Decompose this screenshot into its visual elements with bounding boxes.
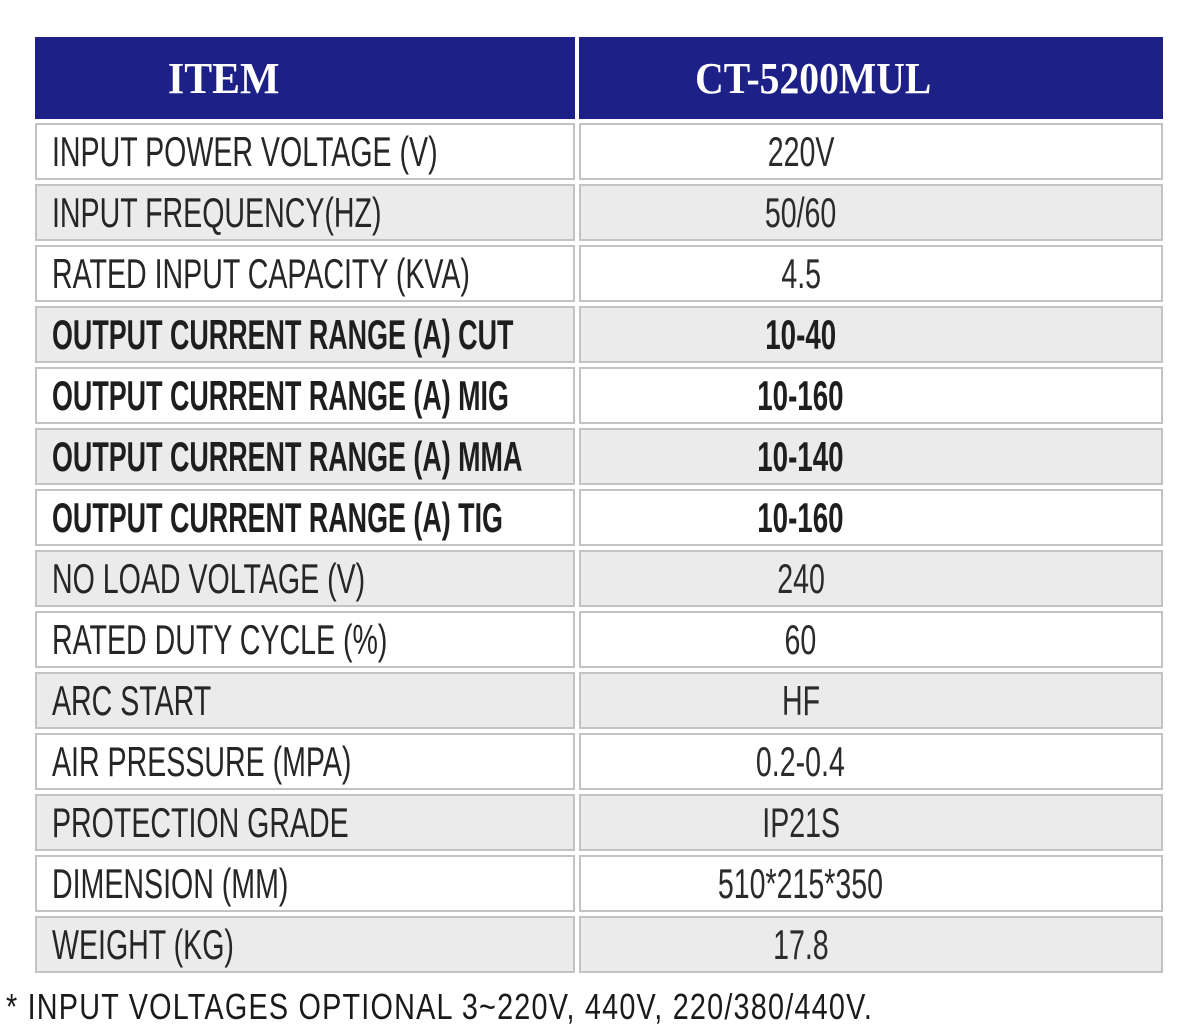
spec-value: 60 — [784, 615, 817, 663]
spec-value-cell: 60 — [578, 611, 1163, 668]
spec-label: RATED DUTY CYCLE (%) — [52, 615, 388, 663]
spec-value-cell: 10-140 — [578, 428, 1163, 485]
spec-value: 10-40 — [765, 310, 837, 358]
spec-label-cell: PROTECTION GRADE — [35, 794, 575, 851]
spec-label: OUTPUT CURRENT RANGE (A) MMA — [52, 432, 523, 480]
header-model-label: CT-5200MUL — [694, 53, 931, 103]
spec-label-cell: ARC START — [35, 672, 575, 729]
spec-value-cell: IP21S — [578, 794, 1163, 851]
spec-label: PROTECTION GRADE — [52, 798, 349, 846]
spec-label-cell: WEIGHT (KG) — [35, 916, 575, 973]
spec-label-cell: AIR PRESSURE (MPA) — [35, 733, 575, 790]
spec-label-cell: RATED INPUT CAPACITY (KVA) — [35, 245, 575, 302]
header-cell-item: ITEM — [35, 37, 575, 119]
spec-value: 50/60 — [765, 188, 837, 236]
table-row: RATED DUTY CYCLE (%) 60 — [35, 611, 1163, 668]
spec-label: INPUT POWER VOLTAGE (V) — [52, 127, 438, 175]
spec-label-cell: NO LOAD VOLTAGE (V) — [35, 550, 575, 607]
spec-value: 4.5 — [780, 249, 821, 297]
spec-value: 10-140 — [757, 432, 844, 480]
spec-label-cell: OUTPUT CURRENT RANGE (A) MIG — [35, 367, 575, 424]
spec-value-cell: HF — [578, 672, 1163, 729]
table-row: AIR PRESSURE (MPA) 0.2-0.4 — [35, 733, 1163, 790]
spec-value-cell: 0.2-0.4 — [578, 733, 1163, 790]
spec-value: 10-160 — [757, 493, 844, 541]
spec-label-cell: OUTPUT CURRENT RANGE (A) MMA — [35, 428, 575, 485]
spec-value: 240 — [776, 554, 825, 602]
spec-table-body: INPUT POWER VOLTAGE (V) 220V INPUT FREQU… — [35, 123, 1163, 973]
spec-label: AIR PRESSURE (MPA) — [52, 737, 352, 785]
spec-label-cell: OUTPUT CURRENT RANGE (A) CUT — [35, 306, 575, 363]
spec-label-cell: OUTPUT CURRENT RANGE (A) TIG — [35, 489, 575, 546]
table-row: WEIGHT (KG) 17.8 — [35, 916, 1163, 973]
spec-value-cell: 240 — [578, 550, 1163, 607]
table-row: RATED INPUT CAPACITY (KVA) 4.5 — [35, 245, 1163, 302]
table-row: INPUT POWER VOLTAGE (V) 220V — [35, 123, 1163, 180]
spec-value-cell: 50/60 — [578, 184, 1163, 241]
spec-label-cell: RATED DUTY CYCLE (%) — [35, 611, 575, 668]
table-row: DIMENSION (MM) 510*215*350 — [35, 855, 1163, 912]
spec-label: ARC START — [52, 676, 212, 724]
spec-table: ITEM CT-5200MUL INPUT POWER VOLTAGE (V) … — [31, 33, 1167, 977]
spec-label: OUTPUT CURRENT RANGE (A) MIG — [52, 371, 509, 419]
header-item-label: ITEM — [168, 53, 280, 103]
table-row: INPUT FREQUENCY(HZ) 50/60 — [35, 184, 1163, 241]
spec-value: IP21S — [761, 798, 840, 846]
spec-label: WEIGHT (KG) — [52, 920, 234, 968]
spec-label: NO LOAD VOLTAGE (V) — [52, 554, 366, 602]
footnote-text: * INPUT VOLTAGES OPTIONAL 3~220V, 440V, … — [6, 986, 874, 1027]
spec-label-cell: INPUT FREQUENCY(HZ) — [35, 184, 575, 241]
spec-label-cell: INPUT POWER VOLTAGE (V) — [35, 123, 575, 180]
spec-label: DIMENSION (MM) — [52, 859, 289, 907]
spec-value: HF — [781, 676, 820, 724]
spec-value-cell: 10-160 — [578, 367, 1163, 424]
table-row: NO LOAD VOLTAGE (V) 240 — [35, 550, 1163, 607]
spec-value-cell: 10-160 — [578, 489, 1163, 546]
spec-value: 17.8 — [772, 920, 829, 968]
spec-label: OUTPUT CURRENT RANGE (A) TIG — [52, 493, 503, 541]
spec-value-cell: 10-40 — [578, 306, 1163, 363]
spec-label: RATED INPUT CAPACITY (KVA) — [52, 249, 470, 297]
table-row: OUTPUT CURRENT RANGE (A) CUT 10-40 — [35, 306, 1163, 363]
table-row: OUTPUT CURRENT RANGE (A) MIG 10-160 — [35, 367, 1163, 424]
header-row: ITEM CT-5200MUL — [35, 37, 1163, 119]
table-row: OUTPUT CURRENT RANGE (A) MMA 10-140 — [35, 428, 1163, 485]
spec-value: 10-160 — [757, 371, 844, 419]
table-row: PROTECTION GRADE IP21S — [35, 794, 1163, 851]
table-row: OUTPUT CURRENT RANGE (A) TIG 10-160 — [35, 489, 1163, 546]
spec-value: 220V — [767, 127, 835, 175]
spec-value: 0.2-0.4 — [756, 737, 846, 785]
spec-label-cell: DIMENSION (MM) — [35, 855, 575, 912]
spec-value-cell: 220V — [578, 123, 1163, 180]
header-cell-model: CT-5200MUL — [578, 37, 1163, 119]
spec-table-header: ITEM CT-5200MUL — [35, 37, 1163, 119]
spec-value: 510*215*350 — [718, 859, 884, 907]
footnote: * INPUT VOLTAGES OPTIONAL 3~220V, 440V, … — [6, 986, 1196, 1028]
spec-label: INPUT FREQUENCY(HZ) — [52, 188, 382, 236]
spec-label: OUTPUT CURRENT RANGE (A) CUT — [52, 310, 514, 358]
spec-value-cell: 4.5 — [578, 245, 1163, 302]
spec-value-cell: 510*215*350 — [578, 855, 1163, 912]
spec-value-cell: 17.8 — [578, 916, 1163, 973]
table-row: ARC START HF — [35, 672, 1163, 729]
